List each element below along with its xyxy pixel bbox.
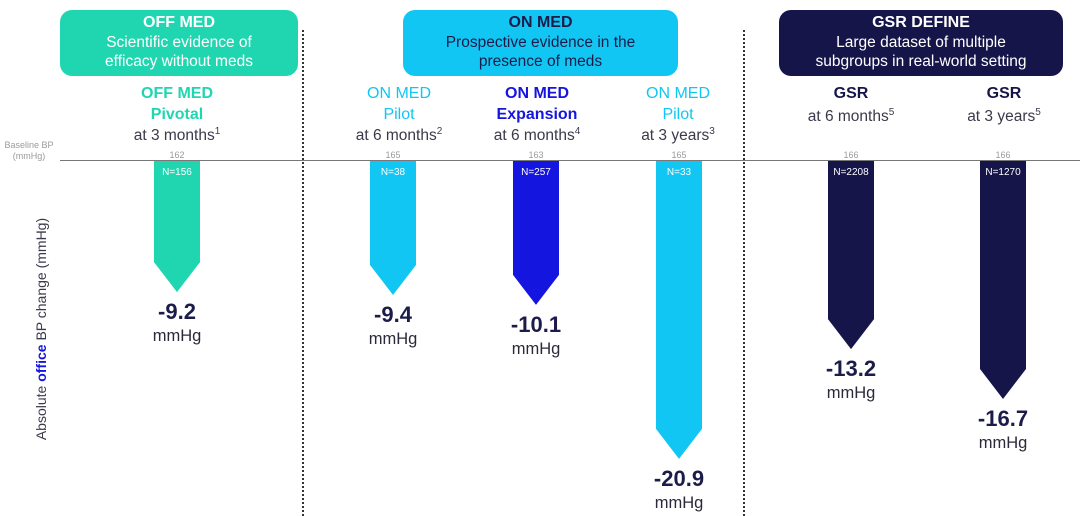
baseline-bp-value: 163 xyxy=(528,150,544,160)
unit-label: mmHg xyxy=(654,493,704,512)
bar-arrow-shape xyxy=(154,161,200,293)
y-axis-label-emphasis: office xyxy=(33,344,49,382)
bar-arrow xyxy=(828,161,874,350)
column-header-period: at 3 years3 xyxy=(608,125,748,146)
bar-arrow-shape xyxy=(980,161,1026,399)
unit-label: mmHg xyxy=(826,384,876,403)
value-label: -9.4 xyxy=(374,301,412,327)
group-desc: Large dataset of multiple xyxy=(836,34,1006,51)
sample-size-label: N=156 xyxy=(162,167,192,178)
unit-label: mmHg xyxy=(152,327,202,346)
value-label: -13.2 xyxy=(825,356,877,382)
column-header-period: at 3 months1 xyxy=(107,125,247,146)
bar-arrow-shape xyxy=(370,161,416,295)
reference-number: 2 xyxy=(436,125,443,137)
y-axis-label-suffix: BP change (mmHg) xyxy=(33,217,49,345)
reference-number: 3 xyxy=(709,125,715,137)
value-label: -16.7 xyxy=(977,405,1029,431)
group-box-on-med: ON MED Prospective evidence in the prese… xyxy=(403,10,678,76)
column-header-line1: ON MED xyxy=(367,85,431,102)
y-axis-label-prefix: Absolute xyxy=(33,381,49,441)
group-desc: Scientific evidence of xyxy=(106,34,252,51)
column-header-line1: GSR xyxy=(986,85,1022,102)
group-title: OFF MED xyxy=(143,14,215,31)
column-header: GSR at 6 months5 xyxy=(781,83,921,127)
column-header: OFF MED Pivotal at 3 months1 xyxy=(107,83,247,146)
column-header: GSR at 3 years5 xyxy=(934,83,1074,127)
baseline-bp-label-line2: (mmHg) xyxy=(12,151,46,161)
reference-number: 4 xyxy=(574,125,581,137)
group-box-gsr-define: GSR DEFINE Large dataset of multiple sub… xyxy=(779,10,1063,76)
column-header: ON MED Pilot at 6 months2 xyxy=(329,83,469,146)
reference-number: 5 xyxy=(1035,106,1041,118)
column-header-line1: GSR xyxy=(833,85,869,102)
column-header-line1: ON MED xyxy=(646,85,710,102)
group-title: ON MED xyxy=(508,14,573,31)
bar-arrow xyxy=(980,161,1026,399)
sample-size-label: N=257 xyxy=(521,167,551,178)
sample-size-label: N=1270 xyxy=(985,167,1021,178)
period-text: at 3 years xyxy=(641,127,710,144)
baseline-bp-label: Baseline BP (mmHg) xyxy=(2,140,56,162)
column-header-line1: OFF MED xyxy=(141,85,213,102)
group-separator xyxy=(743,30,745,516)
period-text: at 6 months xyxy=(807,108,889,125)
baseline-axis-line xyxy=(60,160,1080,161)
column-header-line2: Pilot xyxy=(662,106,694,123)
bar-arrow xyxy=(154,161,200,293)
unit-label: mmHg xyxy=(511,339,561,358)
value-label: -20.9 xyxy=(653,465,705,491)
column-header: ON MED Expansion at 6 months4 xyxy=(467,83,607,146)
bar-arrow-shape xyxy=(513,161,559,305)
bar-arrow xyxy=(513,161,559,305)
baseline-bp-value: 166 xyxy=(843,150,859,160)
sample-size-label: N=38 xyxy=(380,167,406,178)
column-header-line2: Pivotal xyxy=(150,106,204,123)
unit-label: mmHg xyxy=(368,329,418,348)
reference-number: 5 xyxy=(888,106,895,118)
group-desc: Prospective evidence in the xyxy=(445,34,636,51)
unit-label: mmHg xyxy=(978,433,1028,452)
column-header-period: at 6 months2 xyxy=(329,125,469,146)
bar-arrow xyxy=(656,161,702,459)
value-label: -10.1 xyxy=(510,311,562,337)
bar-arrow xyxy=(370,161,416,295)
period-text: at 6 months xyxy=(355,127,437,144)
y-axis-label: Absolute office BP change (mmHg) xyxy=(33,179,51,479)
column-header-period: at 6 months5 xyxy=(781,106,921,127)
baseline-bp-value: 162 xyxy=(169,150,185,160)
period-text: at 3 years xyxy=(967,108,1036,125)
baseline-bp-value: 165 xyxy=(671,150,687,160)
bar-arrow-shape xyxy=(828,161,874,350)
group-desc: efficacy without meds xyxy=(105,53,253,70)
reference-number: 1 xyxy=(214,125,221,137)
baseline-bp-value: 165 xyxy=(385,150,401,160)
group-desc: subgroups in real-world setting xyxy=(815,53,1027,70)
baseline-bp-value: 166 xyxy=(995,150,1011,160)
group-title: GSR DEFINE xyxy=(872,14,970,31)
group-desc: presence of meds xyxy=(478,53,603,70)
bar-arrow-shape xyxy=(656,161,702,459)
column-header-line2: Expansion xyxy=(496,106,578,123)
column-header-line2: Pilot xyxy=(383,106,415,123)
period-text: at 3 months xyxy=(133,127,215,144)
baseline-bp-label-line1: Baseline BP xyxy=(4,140,54,150)
column-header: ON MED Pilot at 3 years3 xyxy=(608,83,748,146)
group-separator xyxy=(302,30,304,516)
value-label: -9.2 xyxy=(158,299,196,325)
column-header-line1: ON MED xyxy=(505,85,569,102)
sample-size-label: N=2208 xyxy=(833,167,869,178)
group-box-off-med: OFF MED Scientific evidence of efficacy … xyxy=(60,10,298,76)
column-header-period: at 3 years5 xyxy=(934,106,1074,127)
sample-size-label: N=33 xyxy=(666,167,692,178)
column-header-period: at 6 months4 xyxy=(467,125,607,146)
period-text: at 6 months xyxy=(493,127,575,144)
